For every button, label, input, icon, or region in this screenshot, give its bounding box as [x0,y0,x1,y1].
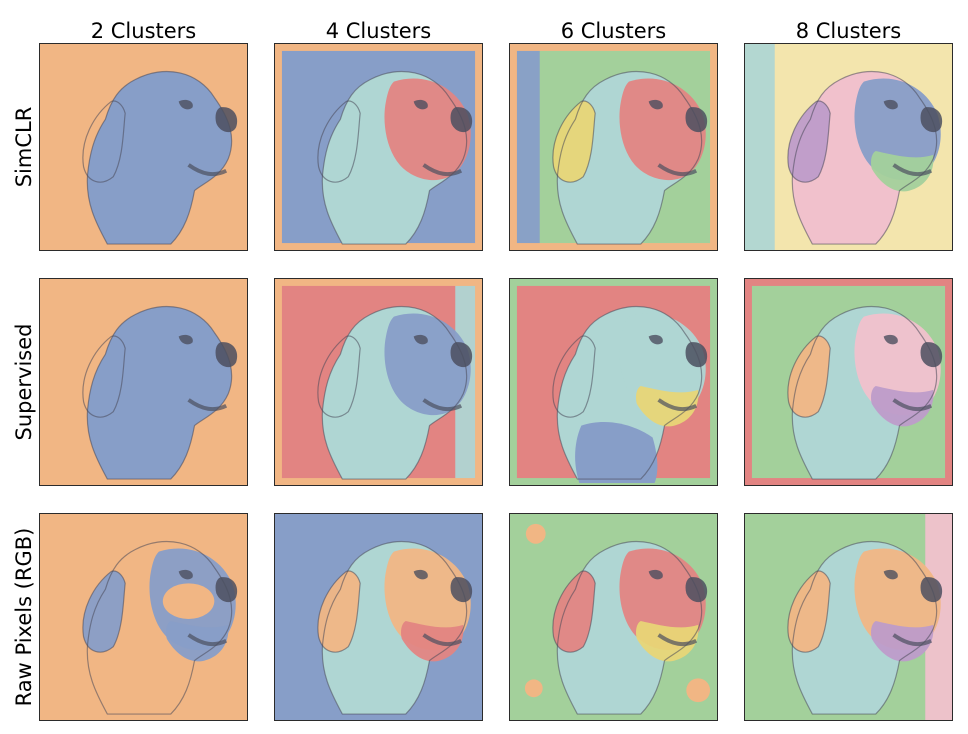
cluster-panel [39,278,248,486]
dog-segmentation-image [275,279,482,485]
cluster-panel [274,43,483,251]
dog-segmentation-image [275,514,482,720]
dog-segmentation-image [745,279,952,485]
cluster-panel [39,43,248,251]
cluster-panel [274,278,483,486]
dog-segmentation-image [275,44,482,250]
cluster-panel [509,43,718,251]
column-title: 4 Clusters [325,19,432,43]
row-label: SimCLR [12,106,36,188]
cluster-panel [744,278,953,486]
dog-segmentation-image [510,44,717,250]
column-title: 8 Clusters [795,19,902,43]
cluster-panel [39,513,248,721]
dog-segmentation-image [40,44,247,250]
dog-segmentation-image [40,514,247,720]
dog-segmentation-image [510,279,717,485]
row-label: Supervised [12,323,36,441]
cluster-panel [744,43,953,251]
dog-segmentation-image [510,514,717,720]
cluster-panel [274,513,483,721]
column-title: 6 Clusters [560,19,667,43]
dog-segmentation-image [745,514,952,720]
row-label: Raw Pixels (RGB) [12,527,36,707]
column-title: 2 Clusters [90,19,197,43]
cluster-panel [509,513,718,721]
cluster-panel [509,278,718,486]
dog-segmentation-image [745,44,952,250]
dog-segmentation-image [40,279,247,485]
cluster-panel [744,513,953,721]
